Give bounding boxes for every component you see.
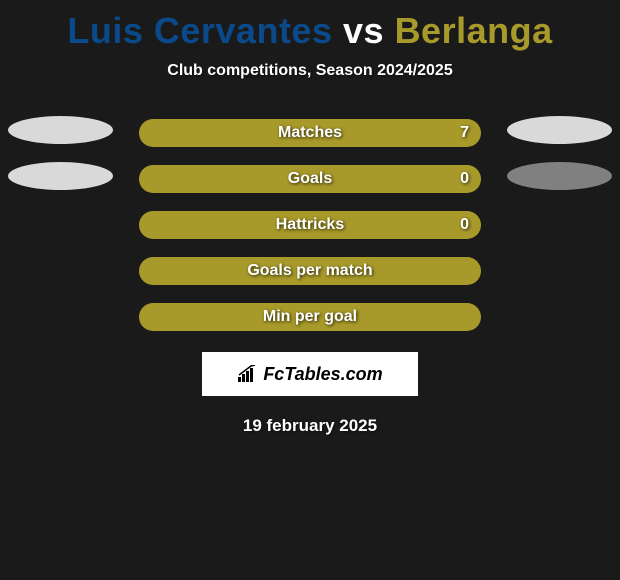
player2-name: Berlanga <box>395 10 553 51</box>
date: 19 february 2025 <box>0 416 620 436</box>
player1-name: Luis Cervantes <box>67 10 332 51</box>
chart-icon <box>237 365 259 383</box>
stat-label: Hattricks <box>276 216 344 234</box>
logo-box: FcTables.com <box>202 352 418 396</box>
stat-label: Matches <box>278 124 342 142</box>
stat-label: Goals per match <box>247 262 372 280</box>
stat-label: Goals <box>288 170 332 188</box>
vs-text: vs <box>343 10 384 51</box>
stat-row: Goals 0 <box>0 156 620 202</box>
stat-row: Goals per match <box>0 248 620 294</box>
logo: FcTables.com <box>237 364 382 385</box>
stat-bar: Hattricks 0 <box>139 211 481 239</box>
stat-row: Hattricks 0 <box>0 202 620 248</box>
logo-text: FcTables.com <box>263 364 382 385</box>
subtitle: Club competitions, Season 2024/2025 <box>0 62 620 80</box>
ellipse-right <box>507 162 612 190</box>
stat-value: 7 <box>460 124 469 142</box>
stat-label: Min per goal <box>263 308 357 326</box>
stat-bar: Min per goal <box>139 303 481 331</box>
ellipse-right <box>507 116 612 144</box>
stat-value: 0 <box>460 216 469 234</box>
ellipse-left <box>8 116 113 144</box>
stat-bar: Matches 7 <box>139 119 481 147</box>
page-title: Luis Cervantes vs Berlanga <box>0 0 620 52</box>
stat-bar: Goals per match <box>139 257 481 285</box>
stat-row: Matches 7 <box>0 110 620 156</box>
stat-row: Min per goal <box>0 294 620 340</box>
ellipse-left <box>8 162 113 190</box>
stat-value: 0 <box>460 170 469 188</box>
stats-container: Matches 7 Goals 0 Hattricks 0 Goals per match M… <box>0 110 620 340</box>
stat-bar: Goals 0 <box>139 165 481 193</box>
